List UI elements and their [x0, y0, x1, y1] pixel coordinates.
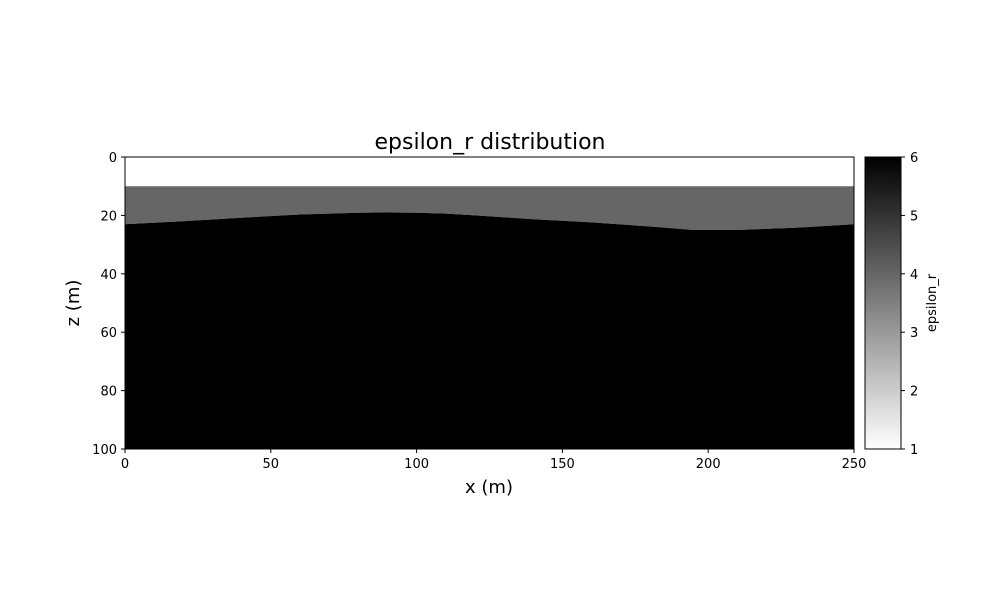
y-axis-label: z (m) — [63, 280, 84, 327]
layer-air — [125, 157, 854, 187]
x-axis-label: x (m) — [465, 477, 513, 498]
layer-lower — [125, 212, 854, 449]
layer-upper — [125, 186, 854, 230]
y-tick-label: 100 — [92, 443, 117, 458]
x-tick-label: 50 — [263, 457, 280, 472]
x-tick-label: 100 — [404, 457, 429, 472]
x-tick-label: 250 — [842, 457, 867, 472]
plot-area — [124, 156, 855, 450]
colorbar-label: epsilon_r — [925, 273, 940, 332]
colorbar-bar — [864, 156, 902, 450]
axis-ticks: 0 50 100 150 200 250 0 20 40 60 80 100 — [92, 151, 866, 472]
colorbar: 1 2 3 4 5 6 — [864, 151, 918, 458]
colorbar-tick-label: 6 — [910, 151, 918, 166]
colorbar-tick-label: 2 — [910, 385, 918, 400]
x-tick-label: 150 — [550, 457, 575, 472]
x-tick-label: 200 — [696, 457, 721, 472]
y-tick-label: 80 — [100, 385, 117, 400]
x-tick-label: 0 — [121, 457, 129, 472]
y-tick-label: 60 — [100, 326, 117, 341]
colorbar-tick-label: 3 — [910, 326, 918, 341]
y-tick-label: 0 — [109, 151, 117, 166]
plot-frame — [124, 156, 855, 450]
colorbar-tick-label: 5 — [910, 209, 918, 224]
y-tick-label: 40 — [100, 268, 117, 283]
y-tick-label: 20 — [100, 209, 117, 224]
colorbar-tick-label: 1 — [910, 443, 918, 458]
chart-title: epsilon_r distribution — [375, 130, 606, 155]
colorbar-tick-label: 4 — [910, 268, 918, 283]
